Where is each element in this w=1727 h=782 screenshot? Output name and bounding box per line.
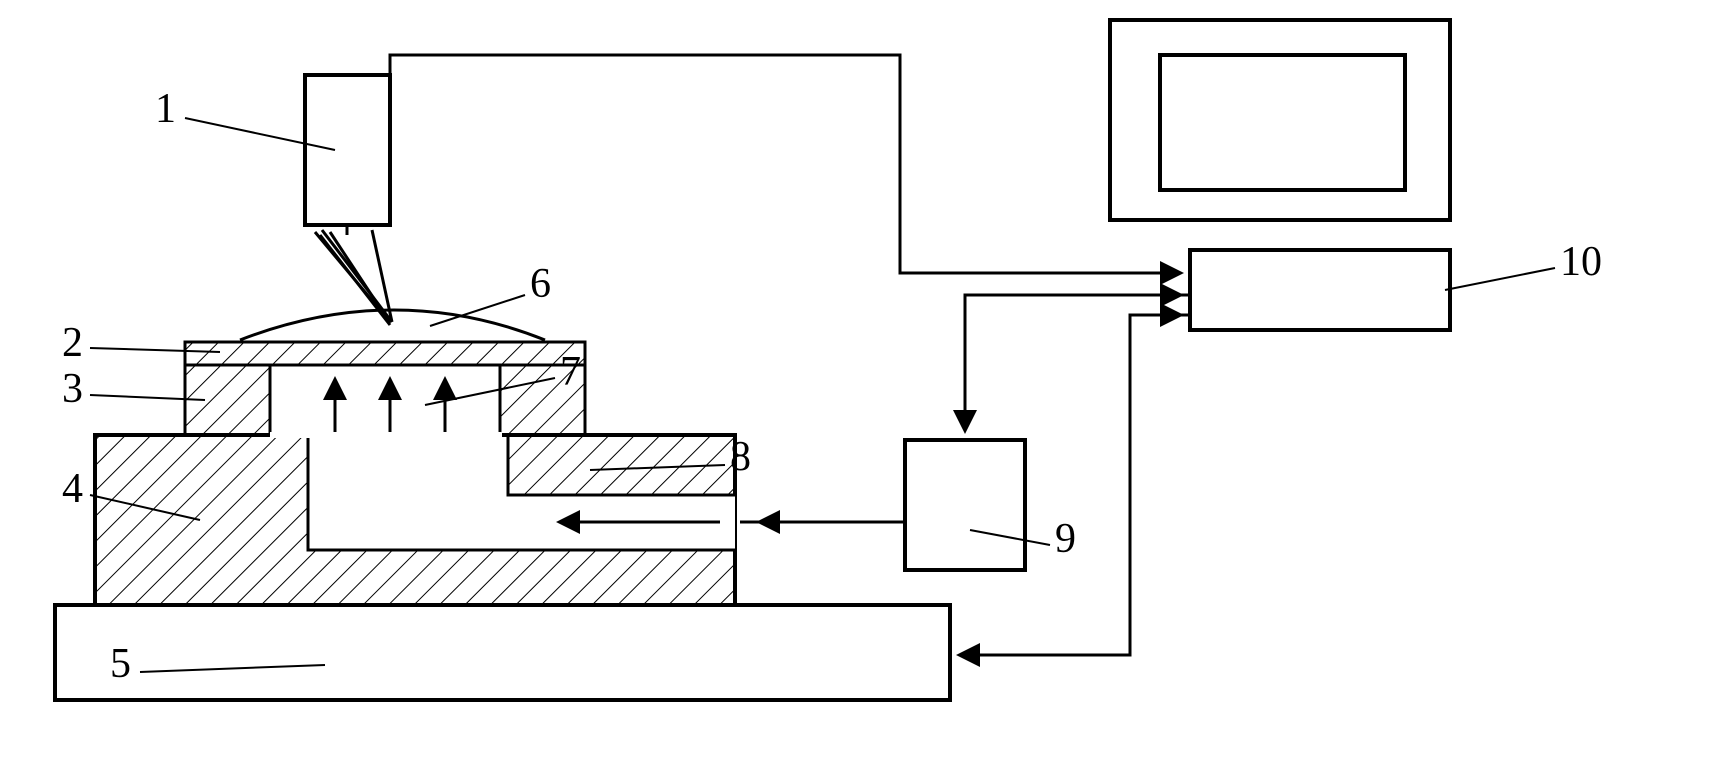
leader-9: [970, 530, 1050, 545]
wire-detector-to-pc: [390, 55, 1180, 273]
lens-6: [240, 310, 545, 340]
label-3: 3: [62, 365, 83, 413]
leader-10: [1445, 268, 1555, 290]
label-2: 2: [62, 319, 83, 367]
base-5: [55, 605, 950, 700]
leader-5: [140, 665, 325, 672]
label-9: 9: [1055, 515, 1076, 563]
label-5: 5: [110, 640, 131, 688]
computer-unit: [1190, 250, 1450, 330]
label-10: 10: [1560, 238, 1602, 286]
label-4: 4: [62, 465, 83, 513]
box-9: [905, 440, 1025, 570]
plate-2: [185, 342, 585, 365]
monitor-inner: [1160, 55, 1405, 190]
schematic-diagram: [0, 0, 1727, 782]
label-7: 7: [560, 348, 581, 396]
detector-body: [305, 75, 390, 225]
leader-1: [185, 118, 335, 150]
wire-pc-to-base: [960, 315, 1190, 655]
label-8: 8: [730, 433, 751, 481]
label-6: 6: [530, 260, 551, 308]
label-1: 1: [155, 85, 176, 133]
leader-6: [430, 295, 525, 326]
cavity-top-gap: [270, 432, 502, 438]
